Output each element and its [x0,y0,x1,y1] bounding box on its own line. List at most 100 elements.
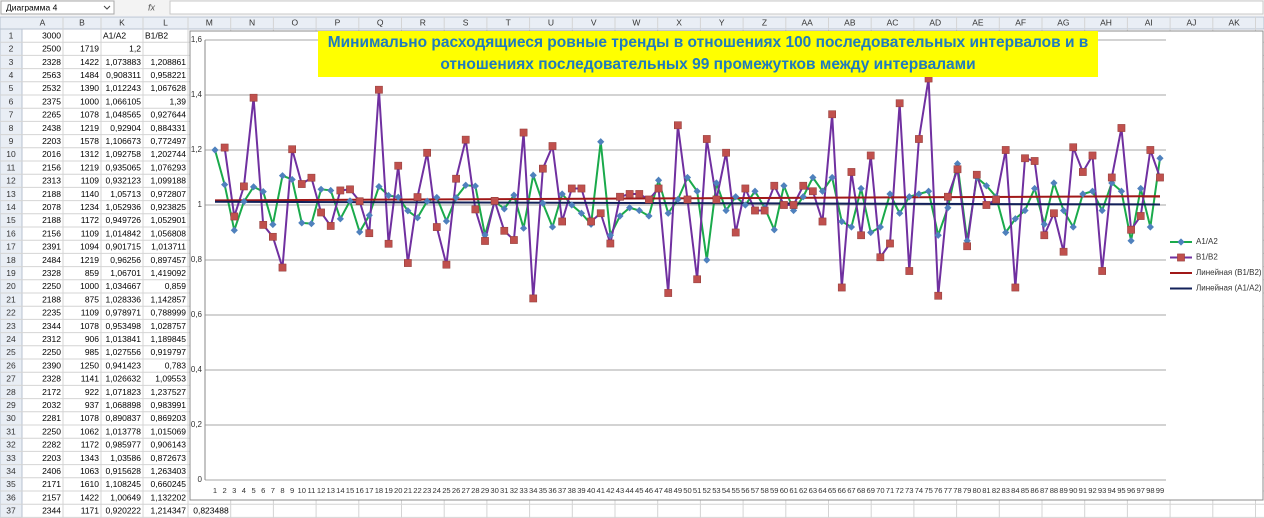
cell: 1484 [80,70,99,80]
row-header: 29 [6,400,16,410]
x-tick-label: 64 [818,486,826,495]
marker [442,217,451,225]
column-header: S [463,17,469,27]
series-line [223,78,1161,299]
marker [1098,267,1106,275]
x-tick-label: 85 [1021,486,1029,495]
marker [298,219,306,227]
x-tick-label: 53 [712,486,720,495]
legend-label: Линейная (B1/B2) [1196,268,1262,277]
row-header: 7 [9,110,14,120]
marker [741,201,749,209]
cell: 1,013711 [151,242,186,252]
y-tick-label: 0,6 [191,310,203,319]
marker [982,182,991,190]
cell: 2390 [42,360,61,370]
marker [953,165,962,174]
marker [606,231,614,239]
x-tick-label: 44 [625,486,633,495]
marker [664,289,673,297]
marker [249,93,258,102]
marker [1127,225,1135,234]
name-box[interactable] [0,0,115,15]
cell: 2250 [42,347,61,357]
chart-title: Минимально расходящиеся ровные тренды в … [328,34,1089,51]
marker [259,221,268,229]
y-tick-label: 0,2 [191,420,203,429]
x-tick-label: 61 [789,486,797,495]
marker [413,193,422,201]
marker [944,204,952,212]
cell: 0,915628 [106,466,142,476]
cell: 906 [85,334,99,344]
x-tick-label: 98 [1146,486,1154,495]
column-header: AJ [1186,17,1196,27]
x-tick-label: 90 [1069,486,1077,495]
marker [461,135,470,144]
x-tick-label: 23 [423,486,431,495]
column-header: K [119,17,125,27]
marker [230,212,239,221]
marker [384,191,393,200]
row-header: 12 [6,176,16,186]
marker [683,173,692,182]
marker [760,206,769,215]
marker [1088,187,1097,195]
marker [799,181,808,190]
marker [529,171,537,179]
column-header: Q [377,17,384,27]
x-tick-label: 87 [1040,486,1048,495]
marker [1146,223,1154,231]
marker [326,222,335,230]
cell: 0,958221 [151,70,187,80]
marker [635,206,643,215]
cell: 0,972807 [151,189,187,199]
marker [529,294,538,303]
cell: 2156 [42,162,61,172]
cell: 1078 [80,413,99,423]
marker [645,212,653,220]
marker [1050,179,1058,187]
x-tick-label: 55 [731,486,739,495]
y-tick-label: 0 [198,475,203,484]
marker [548,142,557,150]
y-tick-label: 0,8 [191,255,203,264]
marker [616,212,624,220]
marker [394,161,403,170]
x-tick-label: 47 [654,486,662,495]
cell: 1,132202 [151,492,187,502]
formula-input[interactable] [169,0,1264,15]
column-header: AK [1228,17,1240,27]
dropdown-arrow[interactable] [103,5,111,10]
marker [770,181,779,190]
x-tick-label: 52 [703,486,711,495]
marker [240,182,248,191]
cell: 859 [85,268,99,278]
y-tick-label: 1,6 [191,35,203,44]
cell: 0,772497 [151,136,187,146]
marker [317,185,325,193]
marker [288,145,296,154]
marker [924,187,933,195]
cell: 1,052936 [106,202,142,212]
marker [703,256,711,264]
chart[interactable]: 00,20,40,60,811,21,41,61 2 3 4 5 6 7 8 9 10 11 12 13… [189,30,1264,501]
name-box-text: Диаграмма 4 [6,2,58,12]
x-tick-label: 96 [1127,486,1135,495]
row-header: 33 [6,453,16,463]
cell: 2016 [42,149,61,159]
column-header: AB [844,17,856,27]
marker [336,186,345,195]
column-header: B [79,17,85,27]
fx-icon[interactable]: fx [148,2,156,12]
column-header: AA [801,17,813,27]
cell: 0,923825 [151,202,187,212]
x-tick-label: 79 [963,486,971,495]
cell: 0,906143 [151,440,187,450]
cell: 0,92904 [110,123,141,133]
x-tick-label: 83 [1001,486,1009,495]
marker [336,215,344,223]
cell: 2375 [42,96,61,106]
cell: 2282 [42,440,61,450]
marker [346,197,354,205]
